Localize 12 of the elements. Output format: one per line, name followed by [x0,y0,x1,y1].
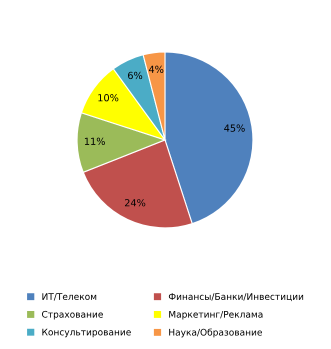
data-label: 24% [124,199,146,206]
data-label: 45% [224,124,245,132]
legend-label: Финансы/Банки/Инвестиции [168,293,304,302]
legend-label: Наука/Образование [169,328,262,338]
legend-label: Страхование [42,310,103,320]
legend-label: ИТ/Телеком [42,293,96,301]
data-label: 10% [98,94,118,102]
legend-label: Маркетинг/Реклама [169,311,262,320]
legend-label: Консультирование [42,328,131,338]
data-label: 11% [84,138,105,145]
data-label: 4% [148,66,164,73]
data-label: 6% [128,72,142,80]
